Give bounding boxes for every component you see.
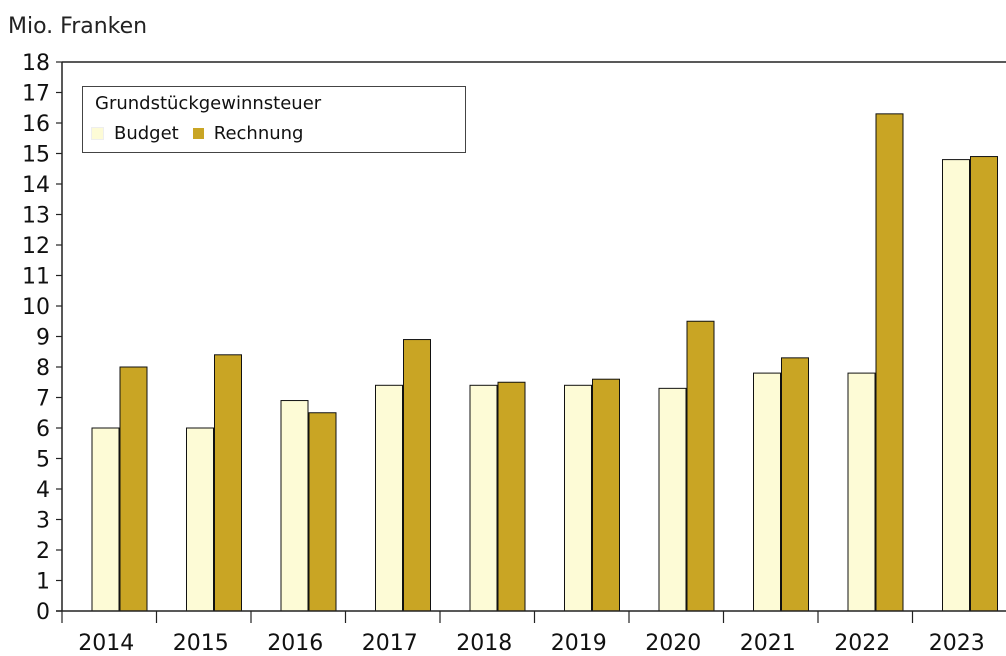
x-tick-label-2021: 2021 (740, 631, 796, 656)
y-tick-label-9: 9 (36, 326, 50, 351)
x-tick-label-2020: 2020 (645, 631, 701, 656)
bar-budget-2014 (91, 427, 120, 612)
legend-label-budget: Budget (114, 123, 179, 144)
y-tick-label-0: 0 (36, 600, 50, 625)
x-tick-label-2016: 2016 (267, 631, 323, 656)
y-tick-label-6: 6 (36, 417, 50, 442)
x-tick-label-2018: 2018 (456, 631, 512, 656)
bar-rechnung-2018 (497, 381, 526, 612)
bar-budget-2016 (280, 400, 309, 612)
bar-budget-2017 (375, 384, 403, 612)
y-tick-label-3: 3 (36, 509, 50, 534)
y-tick-label-1: 1 (36, 570, 50, 595)
legend-item-rechnung: Rechnung (192, 123, 304, 144)
bar-rechnung-2019 (592, 378, 620, 612)
y-tick-label-15: 15 (22, 143, 50, 168)
legend-item-budget: Budget (91, 123, 179, 144)
x-tick-label-2019: 2019 (551, 631, 607, 656)
bar-rechnung-2022 (875, 113, 904, 612)
bar-rechnung-2015 (214, 354, 242, 612)
bar-budget-2019 (564, 384, 592, 612)
chart-legend: Grundstückgewinnsteuer Budget Rechnung (82, 86, 466, 153)
x-tick-label-2023: 2023 (929, 631, 985, 656)
bar-budget-2018 (469, 384, 498, 612)
y-tick-label-14: 14 (22, 173, 50, 198)
y-tick-label-4: 4 (36, 478, 50, 503)
bar-rechnung-2017 (403, 339, 431, 612)
y-tick-label-10: 10 (22, 295, 50, 320)
y-tick-label-5: 5 (36, 448, 50, 473)
bar-rechnung-2023 (970, 156, 998, 612)
bar-rechnung-2014 (119, 366, 148, 612)
bar-budget-2020 (658, 387, 687, 612)
y-tick-label-12: 12 (22, 234, 50, 259)
y-tick-label-13: 13 (22, 204, 50, 229)
y-axis-unit-label: Mio. Franken (8, 14, 148, 39)
bar-budget-2022 (847, 372, 876, 612)
y-tick-label-16: 16 (22, 112, 50, 137)
y-tick-label-18: 18 (22, 51, 50, 76)
legend-swatch-budget (91, 127, 104, 140)
legend-entries: Budget Rechnung (91, 123, 317, 144)
legend-label-rechnung: Rechnung (213, 123, 304, 144)
y-tick-label-7: 7 (36, 387, 50, 412)
y-tick-label-17: 17 (22, 82, 50, 107)
legend-swatch-rechnung (192, 128, 204, 139)
bar-budget-2021 (753, 372, 781, 612)
x-tick-label-2014: 2014 (78, 631, 134, 656)
bar-rechnung-2021 (781, 357, 809, 612)
bar-rechnung-2016 (308, 412, 337, 612)
bar-budget-2023 (942, 159, 970, 612)
x-tick-label-2017: 2017 (362, 631, 418, 656)
y-tick-label-2: 2 (36, 539, 50, 564)
y-tick-label-8: 8 (36, 356, 50, 381)
y-tick-label-11: 11 (22, 265, 50, 290)
legend-title: Grundstückgewinnsteuer (95, 93, 322, 114)
x-tick-label-2022: 2022 (834, 631, 890, 656)
bar-budget-2015 (186, 427, 214, 612)
bar-rechnung-2020 (686, 320, 715, 612)
x-tick-label-2015: 2015 (173, 631, 229, 656)
